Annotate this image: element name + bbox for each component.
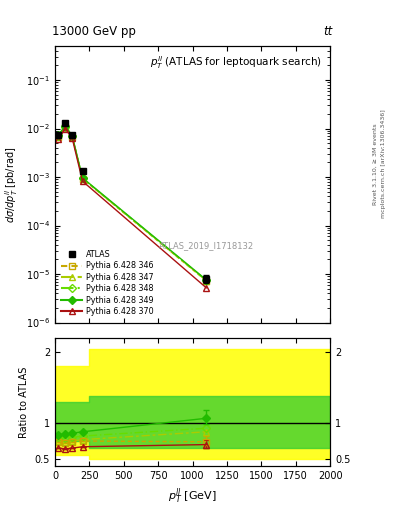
Text: mcplots.cern.ch [arXiv:1306.3436]: mcplots.cern.ch [arXiv:1306.3436] bbox=[381, 110, 386, 218]
Pythia 6.428 370 bbox=[204, 285, 209, 291]
Pythia 6.428 349 bbox=[70, 133, 75, 139]
Text: $p_T^{ll}$ (ATLAS for leptoquark search): $p_T^{ll}$ (ATLAS for leptoquark search) bbox=[150, 54, 322, 71]
Pythia 6.428 346 bbox=[80, 176, 85, 182]
Pythia 6.428 346 bbox=[204, 278, 209, 284]
Pythia 6.428 370 bbox=[56, 136, 61, 142]
Pythia 6.428 347 bbox=[80, 176, 85, 182]
Pythia 6.428 346 bbox=[56, 134, 61, 140]
Pythia 6.428 349 bbox=[56, 132, 61, 138]
Line: Pythia 6.428 347: Pythia 6.428 347 bbox=[56, 124, 209, 284]
Line: Pythia 6.428 370: Pythia 6.428 370 bbox=[56, 126, 209, 291]
Pythia 6.428 348 bbox=[70, 133, 75, 139]
Pythia 6.428 347 bbox=[56, 133, 61, 139]
Pythia 6.428 347 bbox=[70, 133, 75, 139]
Text: 13000 GeV pp: 13000 GeV pp bbox=[52, 25, 136, 38]
Line: Pythia 6.428 348: Pythia 6.428 348 bbox=[56, 124, 209, 283]
Pythia 6.428 346 bbox=[63, 124, 68, 131]
Pythia 6.428 370 bbox=[80, 178, 85, 184]
Pythia 6.428 349 bbox=[80, 175, 85, 181]
Line: Pythia 6.428 349: Pythia 6.428 349 bbox=[56, 123, 209, 283]
Pythia 6.428 347 bbox=[63, 124, 68, 130]
Y-axis label: Ratio to ATLAS: Ratio to ATLAS bbox=[19, 366, 29, 438]
Pythia 6.428 370 bbox=[70, 135, 75, 141]
Line: Pythia 6.428 346: Pythia 6.428 346 bbox=[56, 125, 209, 284]
X-axis label: $p_T^{ll}$ [GeV]: $p_T^{ll}$ [GeV] bbox=[168, 486, 217, 506]
Pythia 6.428 348 bbox=[204, 278, 209, 284]
Pythia 6.428 348 bbox=[56, 133, 61, 139]
Text: tt: tt bbox=[323, 25, 333, 38]
Pythia 6.428 347 bbox=[204, 278, 209, 284]
Y-axis label: $d\sigma/dp_T^{ll}$ [pb/rad]: $d\sigma/dp_T^{ll}$ [pb/rad] bbox=[4, 146, 20, 223]
Pythia 6.428 370 bbox=[63, 126, 68, 132]
Pythia 6.428 349 bbox=[63, 123, 68, 129]
Text: ATLAS_2019_I1718132: ATLAS_2019_I1718132 bbox=[159, 241, 254, 250]
Text: Rivet 3.1.10, ≥ 3M events: Rivet 3.1.10, ≥ 3M events bbox=[373, 123, 378, 205]
Pythia 6.428 348 bbox=[80, 175, 85, 181]
Pythia 6.428 349 bbox=[204, 277, 209, 283]
Pythia 6.428 348 bbox=[63, 123, 68, 130]
Legend: ATLAS, Pythia 6.428 346, Pythia 6.428 347, Pythia 6.428 348, Pythia 6.428 349, P: ATLAS, Pythia 6.428 346, Pythia 6.428 34… bbox=[59, 248, 156, 318]
Pythia 6.428 346 bbox=[70, 134, 75, 140]
